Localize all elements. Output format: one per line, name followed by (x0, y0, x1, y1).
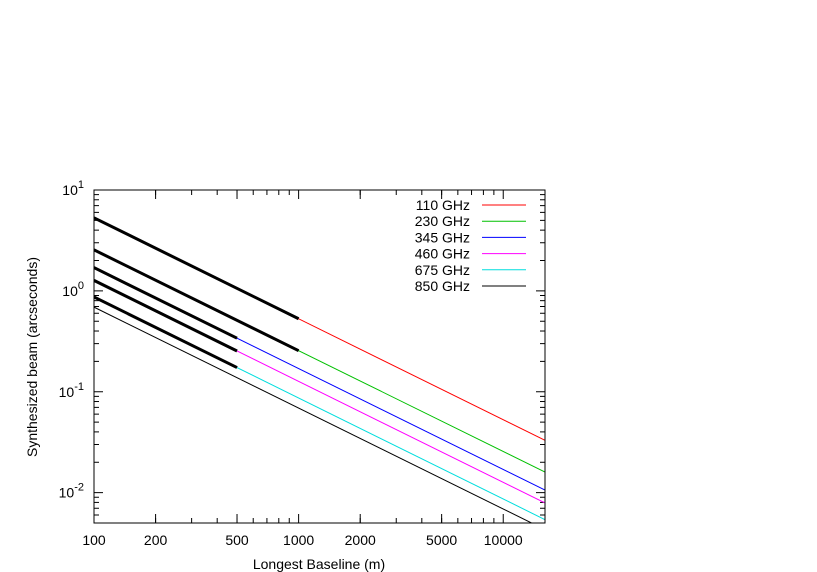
series-line-bold-segment (94, 295, 238, 369)
y-tick-labels: 10-2 10-1 100 101 (59, 179, 84, 501)
y-tick-label: 100 (62, 280, 84, 299)
plot-frame (93, 189, 546, 524)
legend-label: 850 GHz (415, 278, 470, 294)
legend-label: 230 GHz (415, 213, 470, 229)
series-line-bold-segment (94, 216, 300, 321)
x-axis-title: Longest Baseline (m) (253, 556, 385, 572)
y-tick-label: 10-1 (59, 381, 84, 400)
minor-ticks (94, 190, 545, 524)
major-ticks (93, 189, 545, 523)
series-line (94, 306, 533, 523)
x-tick-label: 1000 (283, 532, 314, 548)
series-lines (94, 216, 545, 523)
x-tick-labels: 100 200 500 1000 2000 5000 10000 (82, 532, 523, 548)
series-line-bold-segment (94, 279, 238, 353)
legend-label: 675 GHz (415, 262, 470, 278)
legend-label: 110 GHz (416, 197, 470, 213)
x-tick-label: 5000 (426, 532, 457, 548)
legend-label: 460 GHz (415, 246, 470, 262)
series-line-bold-segment (94, 248, 300, 353)
x-tick-label: 10000 (484, 532, 523, 548)
x-tick-label: 2000 (345, 532, 376, 548)
x-tick-label: 200 (144, 532, 168, 548)
y-tick-label: 10-2 (59, 482, 84, 501)
y-tick-label: 101 (62, 179, 84, 198)
legend-label: 345 GHz (415, 229, 470, 245)
x-tick-label: 100 (82, 532, 106, 548)
x-tick-label: 500 (225, 532, 249, 548)
y-axis-title: Synthesized beam (arcseconds) (24, 257, 40, 457)
series-line-bold-segment (94, 266, 238, 340)
